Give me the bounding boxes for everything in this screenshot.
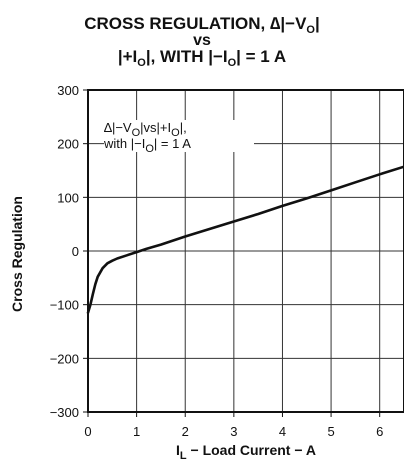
x-tick-label-5: 5 [327,424,334,439]
tick-labels: 0 1 2 3 4 5 6 300 200 100 0 −100 −200 −300 [50,83,384,439]
annotation-line-1: ∆|−VO|vs|+IO|, [104,120,187,139]
y-axis-label: Cross Regulation [9,196,25,312]
x-axis-label: IL − Load Current − A [175,442,316,462]
x-tick-label-3: 3 [230,424,237,439]
x-tick-label-2: 2 [182,424,189,439]
annotation-box: ∆|−VO|vs|+IO|, with |−IO| = 1 A [104,120,254,155]
curve [86,165,404,315]
chart-title-line-3: |+IO|, WITH |−IO| = 1 A [117,47,287,69]
x-tick-label-0: 0 [84,424,91,439]
x-tick-label-4: 4 [279,424,286,439]
y-tick-label-4: −100 [50,298,79,313]
y-tick-label-2: 100 [57,190,79,205]
x-tick-label-1: 1 [133,424,140,439]
y-tick-label-6: −300 [50,405,79,420]
y-tick-label-0: 300 [57,83,79,98]
chart-title-line-2: vs [193,32,211,49]
annotation-line-2: with |−IO| = 1 A [104,136,191,155]
y-tick-label-1: 200 [57,137,79,152]
y-tick-label-5: −200 [50,351,79,366]
y-tick-label-3: 0 [72,244,79,259]
x-tick-label-6: 6 [376,424,383,439]
plot-frame [87,89,404,413]
series-line-0 [86,165,404,315]
chart-title-line-1: CROSS REGULATION, ∆|−VO| [84,14,320,36]
